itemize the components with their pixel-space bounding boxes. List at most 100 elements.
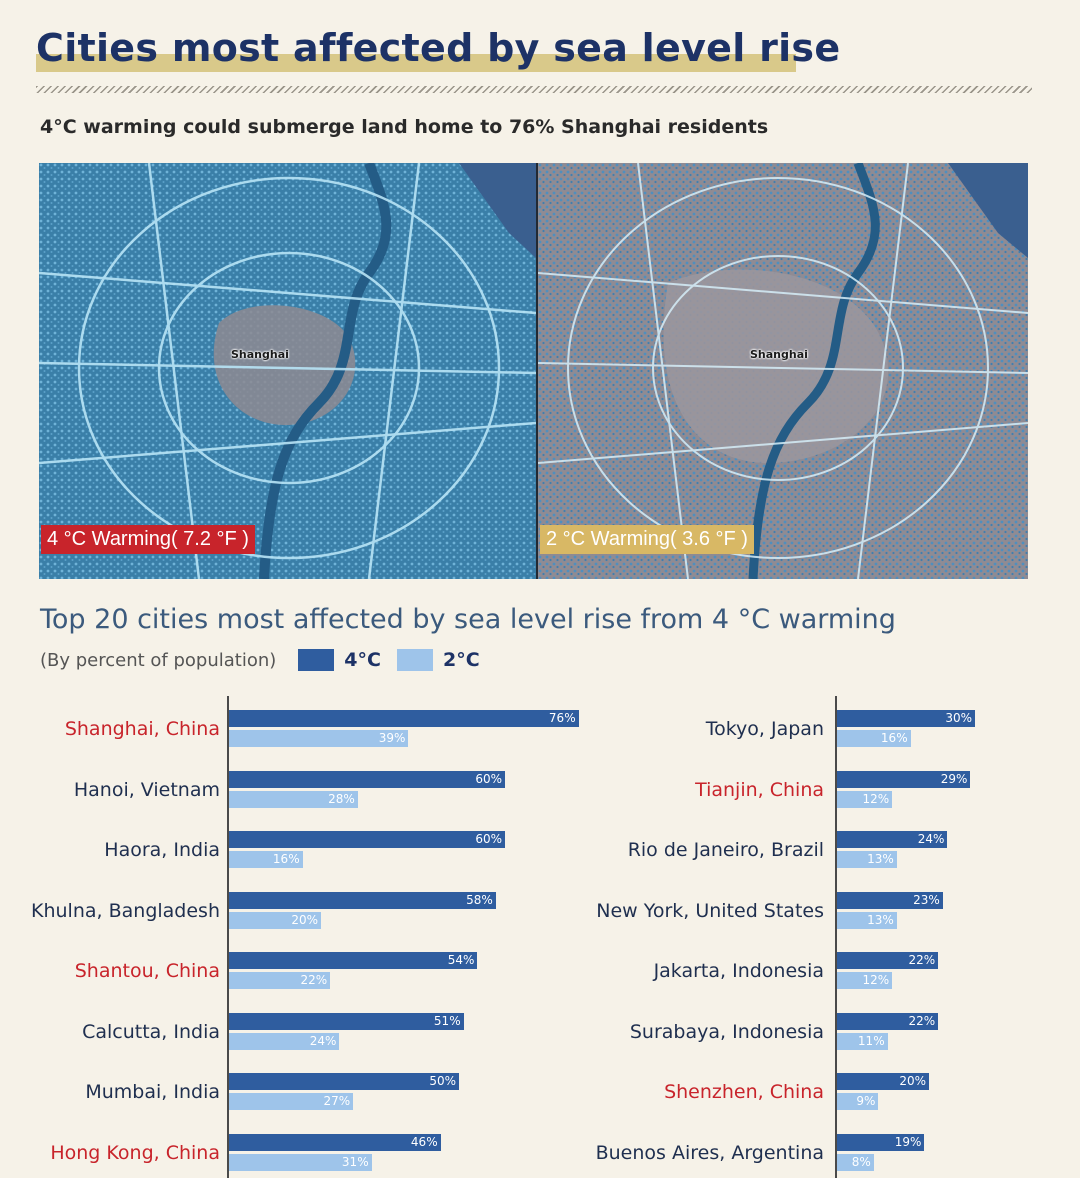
bar-4c: 20%	[837, 1073, 929, 1090]
city-label: Buenos Aires, Argentina	[595, 1141, 824, 1164]
city-label: Jakarta, Indonesia	[653, 960, 824, 982]
bar-4c: 54%	[229, 952, 478, 969]
bar-value-label: 12%	[862, 791, 890, 806]
map-comparison: Shanghai 4 °C Warming( 7.2 °F )	[39, 163, 1028, 579]
chart-column-right: Tokyo, Japan 30% 16% Tianjin, China 29% 12% Ri…	[580, 696, 1080, 1178]
chart-column-left: Shanghai, China 76% 39% Hanoi, Vietnam 60% 28…	[0, 696, 640, 1178]
bar-2c: 13%	[837, 851, 897, 868]
bar-2c: 22%	[229, 972, 331, 989]
bar-value-label: 20%	[291, 912, 318, 927]
bar-value-label: 29%	[940, 771, 968, 786]
bar-2c: 39%	[229, 730, 409, 747]
bar-value-label: 31%	[341, 1154, 369, 1169]
bar-2c: 13%	[837, 911, 897, 929]
page-subtitle: 4°C warming could submerge land home to …	[40, 116, 769, 138]
map-badge-4c: 4 °C Warming( 7.2 °F )	[41, 525, 255, 554]
bar-value-label: 50%	[429, 1074, 456, 1088]
map-divider	[536, 163, 538, 579]
legend-swatch-2c	[396, 649, 433, 671]
bar-value-label: 39%	[378, 731, 406, 745]
bar-value-label: 30%	[945, 711, 972, 725]
map-city-label: Shanghai	[231, 348, 289, 361]
map-badge-2c: 2 °C Warming( 3.6 °F )	[540, 525, 754, 554]
legend-note: (By percent of population)	[40, 649, 277, 671]
bar-2c: 27%	[229, 1093, 354, 1110]
city-label: Mumbai, India	[85, 1081, 220, 1103]
bar-4c: 30%	[837, 710, 975, 727]
bar-2c: 12%	[837, 790, 893, 808]
bar-4c: 22%	[837, 1012, 939, 1030]
page-title-block: Cities most affected by sea level rise	[36, 26, 841, 72]
bar-value-label: 8%	[851, 1154, 871, 1169]
map-2c-graphic	[538, 163, 1028, 579]
map-city-label: Shanghai	[750, 348, 808, 361]
city-label: Shanghai, China	[64, 718, 220, 740]
bar-2c: 9%	[837, 1093, 879, 1110]
bar-2c: 16%	[837, 730, 911, 747]
city-label: Hanoi, Vietnam	[73, 778, 220, 801]
bar-value-label: 24%	[309, 1033, 337, 1048]
city-label: Calcutta, India	[82, 1020, 220, 1043]
bar-2c: 8%	[837, 1153, 874, 1171]
bar-4c: 58%	[229, 891, 496, 909]
city-label: New York, United States	[596, 899, 824, 922]
bar-value-label: 23%	[913, 892, 940, 907]
bar-value-label: 12%	[862, 973, 890, 987]
bar-4c: 76%	[229, 710, 579, 727]
bar-value-label: 9%	[856, 1094, 876, 1108]
page-title: Cities most affected by sea level rise	[36, 26, 841, 70]
bar-value-label: 16%	[880, 731, 908, 745]
bar-4c: 19%	[837, 1133, 925, 1151]
bar-2c: 20%	[229, 911, 321, 929]
bar-value-label: 13%	[867, 852, 894, 866]
chart-title: Top 20 cities most affected by sea level…	[40, 604, 896, 635]
bar-value-label: 24%	[917, 832, 945, 846]
bar-4c: 22%	[837, 952, 939, 969]
bar-4c: 24%	[837, 831, 948, 848]
city-label: Haora, India	[104, 839, 220, 861]
bar-value-label: 22%	[908, 953, 936, 967]
legend-label-2c: 2°C	[442, 649, 480, 671]
city-label: Shantou, China	[74, 960, 220, 982]
city-label: Hong Kong, China	[50, 1141, 220, 1164]
bar-4c: 29%	[837, 770, 971, 788]
hatch-divider	[36, 86, 1032, 93]
city-label: Surabaya, Indonesia	[629, 1020, 824, 1043]
bar-value-label: 58%	[466, 892, 493, 907]
city-label: Rio de Janeiro, Brazil	[627, 839, 824, 861]
bar-2c: 28%	[229, 790, 358, 808]
bar-4c: 50%	[229, 1073, 459, 1090]
bar-value-label: 11%	[857, 1033, 885, 1048]
city-label: Tianjin, China	[695, 778, 824, 801]
bar-value-label: 27%	[323, 1094, 351, 1108]
bar-value-label: 76%	[548, 711, 576, 725]
bar-value-label: 28%	[328, 791, 355, 806]
bar-value-label: 46%	[410, 1134, 438, 1149]
bar-value-label: 60%	[475, 832, 502, 846]
bar-4c: 51%	[229, 1012, 464, 1030]
map-4c: Shanghai 4 °C Warming( 7.2 °F )	[39, 163, 536, 579]
legend-swatch-4c	[298, 649, 335, 671]
bar-value-label: 60%	[475, 771, 502, 786]
bar-value-label: 51%	[433, 1013, 461, 1028]
bar-4c: 60%	[229, 770, 505, 788]
chart-axis-right	[835, 696, 837, 1178]
bar-4c: 46%	[229, 1133, 441, 1151]
city-label: Tokyo, Japan	[705, 718, 824, 740]
bar-value-label: 20%	[899, 1074, 926, 1088]
bar-value-label: 22%	[908, 1013, 936, 1028]
bar-2c: 12%	[837, 972, 893, 989]
bar-4c: 23%	[837, 891, 943, 909]
bar-2c: 11%	[837, 1032, 888, 1050]
map-4c-graphic	[39, 163, 536, 579]
bar-2c: 24%	[229, 1032, 340, 1050]
city-label: Shenzhen, China	[664, 1081, 824, 1103]
bar-value-label: 22%	[300, 973, 328, 987]
bar-value-label: 19%	[894, 1134, 922, 1149]
bar-2c: 31%	[229, 1153, 372, 1171]
bar-value-label: 16%	[272, 852, 300, 866]
bar-4c: 60%	[229, 831, 505, 848]
map-2c: Shanghai 2 °C Warming( 3.6 °F )	[538, 163, 1028, 579]
chart-axis-left	[227, 696, 229, 1178]
bar-2c: 16%	[229, 851, 303, 868]
